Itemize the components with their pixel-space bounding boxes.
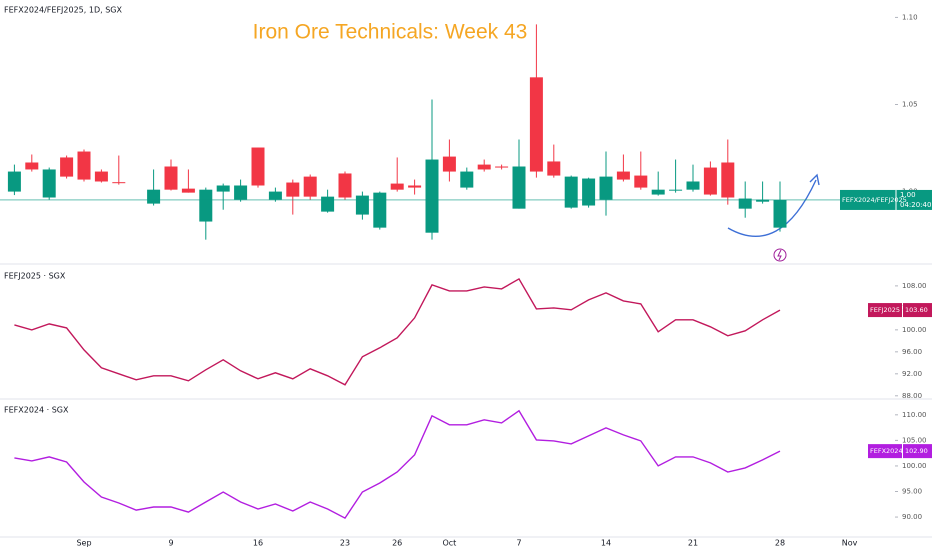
pane-title: FEFX2024 · SGX (4, 406, 69, 415)
series-value-box (903, 444, 932, 459)
series-name: FEFX2024 (870, 447, 903, 455)
candle-body (251, 147, 265, 186)
candle-body (599, 176, 613, 200)
candle-body (703, 167, 717, 195)
candle-body (94, 171, 108, 182)
candle-body (338, 173, 352, 198)
series-value: 103.60 (905, 306, 928, 314)
y-tick-label: 88.00 (902, 392, 922, 400)
candle-body (651, 189, 665, 195)
candle-body (634, 175, 648, 188)
event-icon-bolt (777, 249, 782, 261)
candle-body (512, 166, 526, 209)
x-tick-label: 21 (688, 539, 698, 548)
series-name: FEFJ2025 (870, 306, 900, 314)
candle-body (112, 182, 126, 184)
candle-body (669, 189, 683, 191)
candle-body (164, 166, 178, 190)
candle-body (355, 195, 369, 215)
y-tick-label: 1.05 (902, 101, 918, 109)
pane-title: FEFJ2025 · SGX (4, 272, 66, 281)
countdown: 04:20:40 (900, 201, 931, 209)
x-tick-label: Oct (442, 539, 456, 548)
candle-body (303, 176, 317, 197)
y-tick-label: 1.10 (902, 13, 918, 21)
candle-body (529, 77, 543, 172)
series-name-box (868, 303, 902, 318)
y-tick-label: 100.00 (902, 326, 927, 334)
x-tick-label: 9 (168, 539, 173, 548)
last-price-name: FEFX2024/FEFJ2025 (842, 196, 907, 204)
series-name-box (868, 444, 902, 459)
candle-body (616, 171, 630, 180)
symbol: FEFX2024/FEFJ2025, 1D, SGX (4, 6, 122, 15)
candle-body (425, 159, 439, 233)
candle-body (460, 171, 474, 188)
candle-body (373, 192, 387, 228)
candle-body (756, 199, 770, 202)
last-price-value: 1.00 (900, 191, 916, 199)
y-tick-label: 96.00 (902, 348, 922, 356)
candle-body (147, 189, 161, 204)
y-tick-label: 92.00 (902, 370, 922, 378)
y-tick-label: 90.00 (902, 513, 922, 521)
x-tick-label: 16 (253, 539, 263, 548)
candle-body (286, 182, 300, 197)
x-tick-label: 14 (601, 539, 611, 548)
candle-body (390, 183, 404, 190)
candle-body (181, 188, 195, 193)
candle-body (321, 196, 335, 212)
last-price-box (840, 189, 932, 210)
candle-body (60, 157, 74, 177)
y-tick-label: 110.00 (902, 411, 927, 419)
x-tick-label: 28 (775, 539, 785, 548)
candle-body (721, 162, 735, 198)
candle-body (25, 162, 39, 170)
x-tick-label: Nov (842, 539, 858, 548)
x-tick-label: 7 (516, 539, 521, 548)
candle-body (199, 189, 213, 222)
candle-body (77, 151, 91, 180)
chart-title: Iron Ore Technicals: Week 43 (253, 21, 528, 44)
annotation-arrowhead (809, 173, 820, 186)
series-value: 102.90 (905, 447, 928, 455)
candle-body (686, 181, 700, 190)
candle-body (442, 156, 456, 172)
candle-body (495, 166, 509, 168)
candle-body (7, 171, 21, 192)
event-icon[interactable] (773, 248, 787, 262)
y-tick-label: 100.00 (902, 462, 927, 470)
candle-body (582, 178, 596, 206)
series-value-box (903, 303, 932, 318)
x-tick-label: Sep (76, 539, 91, 548)
x-tick-label: 23 (340, 539, 350, 548)
y-tick-label: 95.00 (902, 488, 922, 496)
annotation-arrow (727, 179, 817, 237)
candle-body (477, 164, 491, 170)
candle-body (234, 185, 248, 200)
candle-body (564, 176, 578, 208)
candle-body (268, 191, 282, 200)
candle-body (42, 169, 56, 198)
x-tick-label: 26 (392, 539, 402, 548)
line (14, 277, 781, 386)
line (14, 409, 781, 520)
y-tick-label: 105.00 (902, 436, 927, 444)
candle-body (738, 198, 752, 209)
y-tick-label: 108.00 (902, 282, 927, 290)
candle-body (408, 185, 422, 188)
candle-body (547, 161, 561, 176)
candle-body (216, 185, 230, 192)
candle-body (773, 199, 787, 228)
